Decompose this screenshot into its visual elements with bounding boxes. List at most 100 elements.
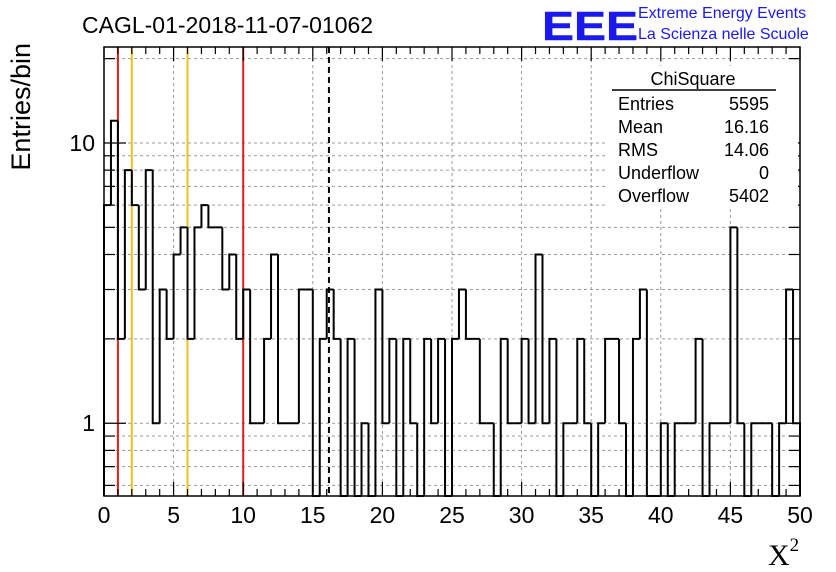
- histogram-bin: [750, 422, 759, 496]
- histogram-bin: [221, 227, 230, 291]
- eee-logo: EEE Extreme Energy Events La Scienza nel…: [542, 4, 809, 49]
- histogram-bin: [464, 289, 473, 340]
- histogram-bin: [228, 253, 237, 290]
- histogram-bin: [659, 422, 668, 496]
- stats-row-value: 0: [759, 163, 769, 183]
- x-axis-label-base: X: [768, 539, 790, 572]
- histogram-bin: [520, 337, 529, 424]
- histogram-bin: [597, 422, 606, 496]
- histogram-bin: [346, 337, 355, 496]
- histogram-bin: [179, 226, 188, 255]
- logo-line-2: La Scienza nelle Scuole: [638, 26, 809, 43]
- stats-box: ChiSquare Entries 5595 Mean 16.16 RMS 14.06 Un…: [608, 66, 798, 206]
- histogram-bin: [457, 288, 466, 339]
- stats-row-value: 5402: [729, 186, 769, 206]
- histogram-bin: [374, 288, 383, 496]
- histogram-bin: [729, 226, 738, 424]
- stats-row-label: Entries: [618, 94, 674, 114]
- histogram-bin: [388, 337, 397, 424]
- histogram-bin: [548, 337, 557, 424]
- stats-row-label: Overflow: [618, 186, 690, 206]
- histogram-bin: [527, 338, 536, 425]
- x-tick-label: 5: [167, 502, 180, 528]
- histogram-bin: [437, 337, 446, 424]
- histogram-bin: [270, 253, 278, 339]
- histogram-bin: [451, 337, 459, 496]
- stats-row-label: Mean: [618, 117, 663, 137]
- stats-title: ChiSquare: [650, 69, 735, 89]
- histogram-bin: [116, 120, 125, 340]
- x-tick-label: 45: [718, 502, 744, 528]
- stats-row-label: Underflow: [618, 163, 700, 183]
- x-axis-label-superscript: 2: [790, 535, 800, 556]
- histogram-bin: [583, 338, 592, 425]
- histogram-bin: [402, 337, 411, 496]
- histogram-bin: [263, 337, 272, 424]
- histogram-bin: [207, 205, 216, 229]
- x-tick-label: 25: [439, 502, 465, 528]
- histogram-bin: [562, 422, 571, 496]
- y-axis-label: Entries/bin: [6, 43, 36, 171]
- histogram-bin: [618, 338, 626, 425]
- x-tick-label: 30: [509, 502, 535, 528]
- histogram-bin: [297, 288, 306, 424]
- x-tick-labels: 0 5 10 15 20 25 30 35 40 45 50: [98, 502, 813, 528]
- x-tick-label: 10: [230, 502, 256, 528]
- eee-logo-mark: EEE: [542, 4, 638, 49]
- histogram-bin: [604, 337, 613, 424]
- histogram-bin: [638, 288, 647, 339]
- chart-title: CAGL-01-2018-11-07-01062: [82, 12, 373, 38]
- histogram-bin: [694, 337, 703, 424]
- stats-row-value: 14.06: [724, 140, 769, 160]
- histogram-bin: [123, 169, 132, 339]
- histogram-bin: [242, 288, 251, 339]
- histogram-bin: [151, 170, 160, 425]
- histogram-bin: [137, 205, 146, 291]
- histogram-bin: [506, 338, 515, 425]
- stats-row-value: 5595: [729, 94, 769, 114]
- reference-lines: [116, 47, 330, 496]
- histogram-bin: [200, 204, 209, 228]
- histogram-bin: [534, 253, 543, 424]
- axes: [103, 46, 801, 497]
- histogram-bin: [736, 227, 745, 425]
- histogram-bin: [109, 119, 118, 206]
- histogram-bin: [673, 422, 682, 496]
- histogram-bin: [249, 289, 258, 425]
- histogram-bin: [430, 338, 439, 425]
- histogram-bin: [423, 337, 432, 496]
- histogram-bin: [499, 337, 508, 496]
- y-tick-label: 1: [82, 410, 95, 436]
- histogram-bin: [409, 338, 418, 425]
- histogram-bin: [325, 288, 334, 339]
- x-axis-label: X2: [768, 535, 799, 572]
- x-tick-label: 15: [300, 502, 326, 528]
- histogram-bin: [318, 337, 327, 496]
- y-tick-labels: 1 10: [69, 130, 95, 436]
- stats-rows: Entries 5595 Mean 16.16 RMS 14.06 Underflow 0 Ov…: [618, 94, 769, 206]
- histogram-bin: [478, 338, 487, 425]
- histogram-bin: [541, 254, 550, 425]
- histogram-bin: [381, 289, 390, 425]
- x-tick-label: 40: [648, 502, 674, 528]
- histogram-bin: [172, 253, 181, 339]
- histogram-bin: [235, 254, 244, 340]
- histogram-bin: [130, 170, 139, 207]
- stats-row-value: 16.16: [724, 117, 769, 137]
- histogram-bin: [144, 169, 153, 290]
- histogram-bin: [332, 289, 341, 340]
- x-tick-label: 20: [370, 502, 396, 528]
- stats-row-label: RMS: [618, 140, 658, 160]
- histogram-bin: [708, 422, 717, 496]
- x-tick-label: 35: [578, 502, 604, 528]
- histogram-bin: [158, 288, 167, 424]
- histogram-bin: [186, 227, 195, 340]
- histogram-bin: [193, 226, 202, 339]
- histogram-bin: [631, 337, 640, 496]
- x-tick-label: 0: [98, 502, 111, 528]
- histogram-bin: [360, 422, 369, 496]
- y-tick-label: 10: [69, 130, 95, 156]
- x-tick-label: 50: [787, 502, 813, 528]
- histogram-bin: [576, 337, 585, 424]
